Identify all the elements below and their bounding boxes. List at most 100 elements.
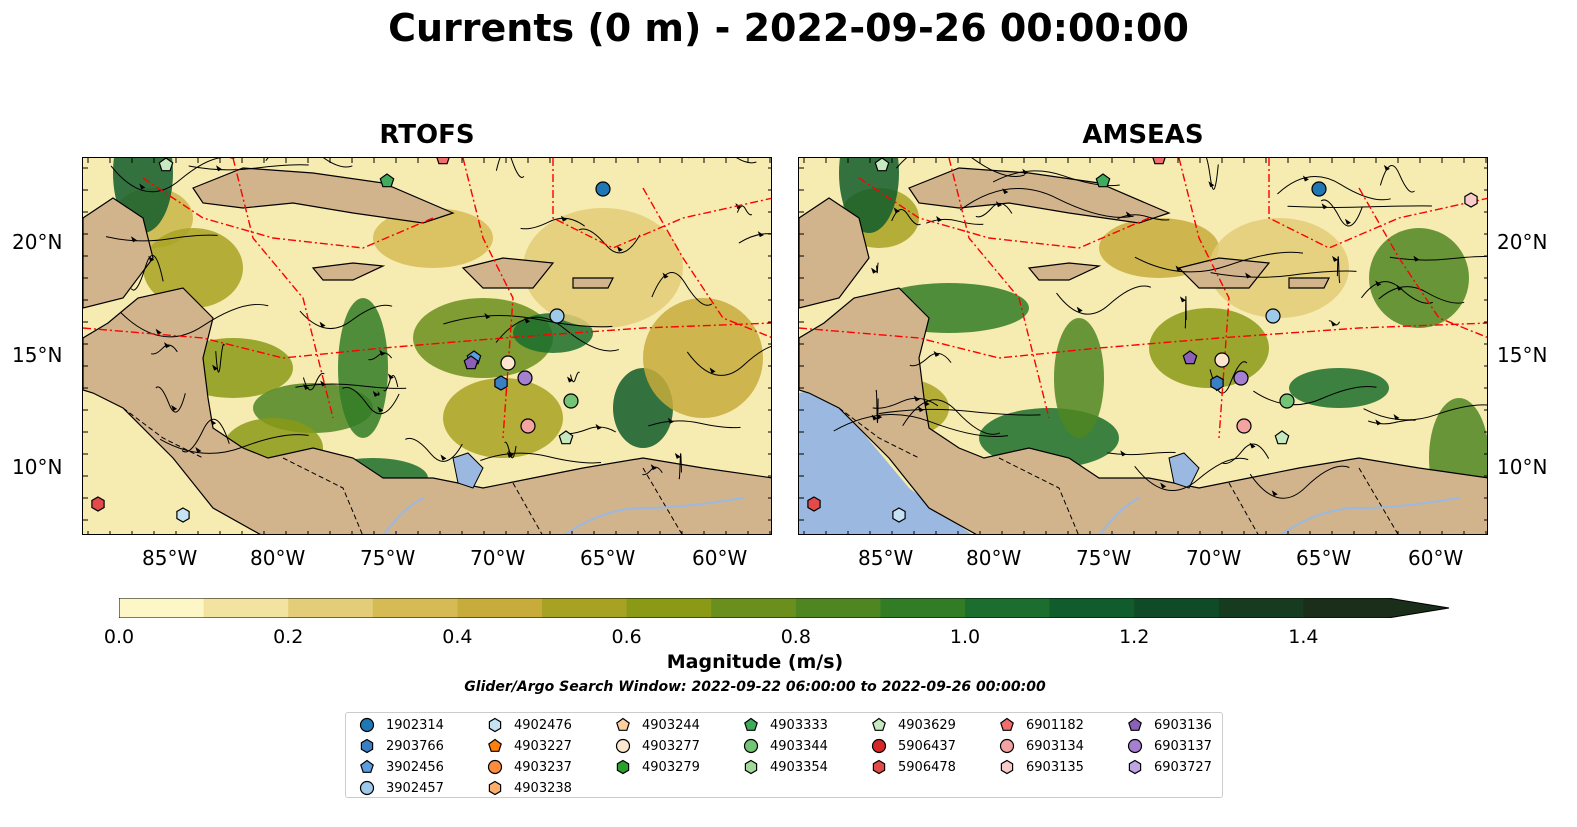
legend-item: 4903354: [742, 759, 828, 775]
lat-tick-label: 10°N: [12, 455, 63, 479]
colorbar-tick-label: 0.2: [273, 626, 304, 648]
circle-marker-icon: [1127, 738, 1143, 754]
circle-marker-icon: [999, 738, 1015, 754]
legend-label: 4903344: [770, 738, 828, 754]
legend-label: 3902456: [386, 759, 444, 775]
legend-label: 1902314: [386, 717, 444, 733]
colorbar-segment: [203, 598, 289, 618]
colorbar-segment: [119, 598, 205, 618]
legend-label: 6903134: [1026, 738, 1084, 754]
lon-tick-label: 85°W: [142, 546, 198, 570]
float-marker: [874, 158, 890, 172]
legend-item: 4902476: [486, 717, 572, 733]
lat-tick-label: 15°N: [12, 343, 63, 367]
legend-label: 4903227: [514, 738, 572, 754]
float-marker: [558, 430, 574, 445]
lon-tick-label: 75°W: [1076, 546, 1132, 570]
legend-label: 4903244: [642, 717, 700, 733]
map-panel-rtofs: [82, 157, 772, 535]
float-marker: [892, 507, 906, 523]
pentagon-marker-icon: [488, 738, 502, 752]
legend-item: 4903279: [614, 759, 700, 775]
colorbar-tick-label: 0.4: [442, 626, 473, 648]
legend-label: 4902476: [514, 717, 572, 733]
pentagon-marker-icon: [1000, 717, 1014, 731]
lon-tick-label: 80°W: [250, 546, 306, 570]
figure-title: Currents (0 m) - 2022-09-26 00:00:00: [388, 6, 1189, 50]
colorbar-extend-arrow: [1388, 598, 1449, 618]
legend-label: 4903279: [642, 759, 700, 775]
float-marker: [1236, 418, 1252, 434]
colorbar-tick-label: 1.0: [949, 626, 981, 648]
float-marker: [436, 158, 450, 165]
legend-item: 5906478: [870, 759, 956, 775]
legend-item: 3902456: [358, 759, 444, 775]
legend-label: 3902457: [386, 780, 444, 796]
float-marker: [500, 355, 516, 371]
colorbar-segment: [795, 598, 881, 618]
map-panel-amseas: [798, 157, 1488, 535]
colorbar-tick-label: 0.8: [780, 626, 811, 648]
float-marker: [517, 370, 533, 386]
lat-tick-label: 10°N: [1497, 455, 1548, 479]
legend-item: 6903136: [1126, 717, 1212, 733]
float-marker: [158, 158, 174, 172]
legend-label: 6903135: [1026, 759, 1084, 775]
lon-tick-label: 70°W: [1186, 546, 1242, 570]
colorbar-segment: [1134, 598, 1220, 618]
legend-label: 4903629: [898, 717, 956, 733]
hexagon-marker-icon: [488, 780, 502, 796]
pentagon-marker-icon: [872, 717, 886, 731]
panel-title-rtofs: RTOFS: [379, 120, 475, 150]
lat-tick-label: 15°N: [1497, 343, 1548, 367]
lon-tick-label: 80°W: [966, 546, 1022, 570]
pentagon-marker-icon: [360, 759, 374, 773]
float-marker: [1233, 370, 1249, 386]
legend-item: 4903333: [742, 717, 828, 733]
hexagon-marker-icon: [744, 759, 758, 775]
circle-marker-icon: [743, 738, 759, 754]
rtofs-current-map: [83, 158, 771, 534]
float-marker: [1095, 173, 1111, 188]
pentagon-marker-icon: [1128, 717, 1142, 731]
float-marker: [1274, 430, 1290, 445]
colorbar-segment: [1049, 598, 1135, 618]
lon-tick-label: 70°W: [470, 546, 526, 570]
legend-item: 5906437: [870, 738, 956, 754]
float-marker: [1464, 192, 1478, 208]
float-marker: [1210, 375, 1224, 391]
legend-label: 6903137: [1154, 738, 1212, 754]
colorbar-segment: [1303, 598, 1389, 618]
legend-item: 3902457: [358, 780, 444, 796]
circle-marker-icon: [871, 738, 887, 754]
hexagon-marker-icon: [360, 738, 374, 754]
legend-label: 6903136: [1154, 717, 1212, 733]
legend-label: 4903237: [514, 759, 572, 775]
legend-label: 4903238: [514, 780, 572, 796]
colorbar-segment: [1218, 598, 1304, 618]
circle-marker-icon: [487, 759, 503, 775]
legend-item: 4903344: [742, 738, 828, 754]
float-marker: [807, 496, 821, 512]
panel-title-amseas: AMSEAS: [1082, 120, 1204, 150]
float-marker: [595, 181, 611, 197]
float-marker: [91, 496, 105, 512]
lat-tick-label: 20°N: [1497, 230, 1548, 254]
hexagon-marker-icon: [1128, 759, 1142, 775]
circle-marker-icon: [359, 717, 375, 733]
colorbar-segment: [711, 598, 797, 618]
legend-item: 2903766: [358, 738, 444, 754]
legend-item: 4903244: [614, 717, 700, 733]
legend-label: 2903766: [386, 738, 444, 754]
lon-tick-label: 75°W: [360, 546, 416, 570]
legend-item: 6903135: [998, 759, 1084, 775]
colorbar-segment: [542, 598, 628, 618]
legend-label: 6901182: [1026, 717, 1084, 733]
legend-item: 4903227: [486, 738, 572, 754]
float-marker: [176, 507, 190, 523]
float-marker: [520, 418, 536, 434]
legend-label: 4903354: [770, 759, 828, 775]
hexagon-marker-icon: [616, 759, 630, 775]
legend-item: 6901182: [998, 717, 1084, 733]
circle-marker-icon: [359, 780, 375, 796]
